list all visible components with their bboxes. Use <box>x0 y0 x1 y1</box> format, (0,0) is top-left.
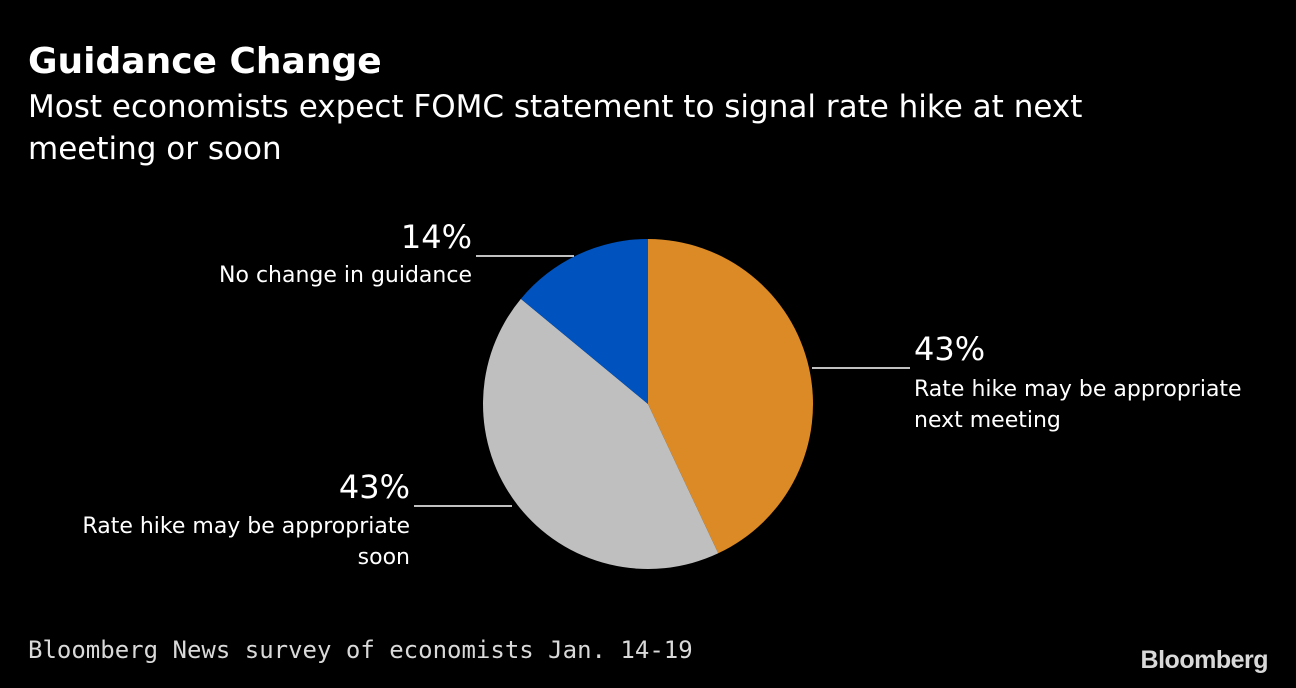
chart-subtitle: Most economists expect FOMC statement to… <box>28 89 1083 167</box>
slice-category-label: Rate hike may be appropriate <box>914 377 1242 402</box>
slice-category-label: Rate hike may be appropriate <box>82 514 410 539</box>
slice-percent-label: 14% <box>401 218 472 256</box>
slice-percent-label: 43% <box>339 468 410 506</box>
chart-title: Guidance Change <box>28 41 382 82</box>
slice-category-label: next meeting <box>914 408 1061 433</box>
source-note: Bloomberg News survey of economists Jan.… <box>28 636 693 664</box>
pie-slice-no-change-in-guidance <box>520 239 648 404</box>
pie-slices <box>483 239 814 569</box>
pie-slice-rate-hike-may-be-appropriate-soon <box>483 298 719 569</box>
slice-category-label: No change in guidance <box>219 263 472 288</box>
slice-category-label: soon <box>358 545 410 570</box>
slice-percent-label: 43% <box>914 330 985 368</box>
bloomberg-logo: Bloomberg <box>1140 646 1269 674</box>
pie-slice-rate-hike-may-be-appropriate-next-meeting <box>648 239 814 554</box>
pie-labels: 43% Rate hike may be appropriate next meet… <box>82 218 1241 570</box>
